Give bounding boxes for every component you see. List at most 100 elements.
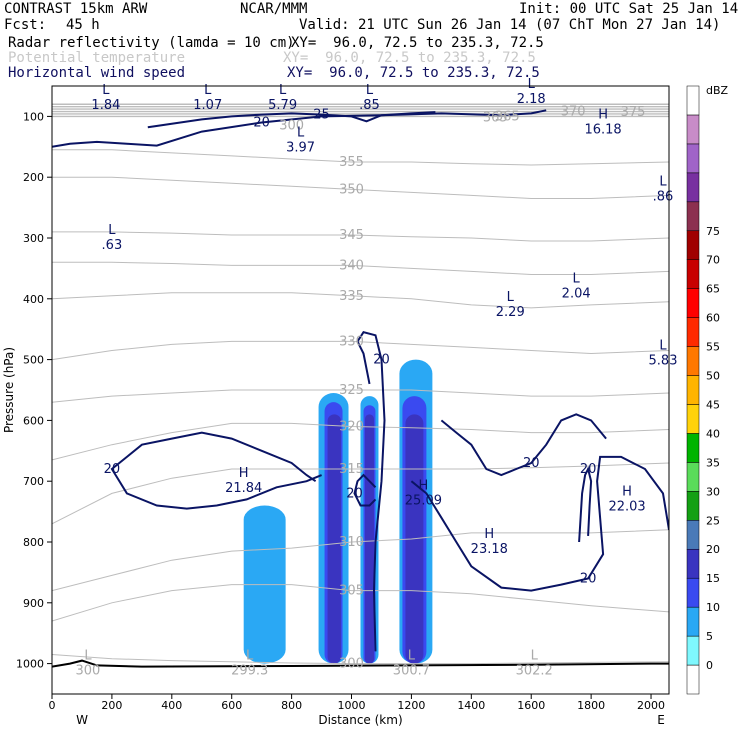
plot-frame	[51, 85, 670, 695]
reflectivity-cell	[364, 414, 374, 664]
surface-line	[52, 659, 669, 668]
theta-contour	[52, 231, 669, 242]
extremum-value: 300.7	[393, 664, 430, 679]
fcst-label: Fcst:	[4, 17, 47, 33]
x-end-label-west: W	[76, 713, 88, 727]
colorbar-tick-label: 25	[706, 514, 720, 527]
colorbar-tick-label: 35	[706, 456, 720, 469]
extremum-marker: L	[84, 649, 92, 664]
y-axis-label: Pressure (hPa)	[2, 347, 16, 433]
theta-contour-label: 320	[339, 419, 364, 434]
extremum-marker: L	[408, 649, 416, 664]
wind-contour	[410, 455, 669, 592]
theta-contour-label: 335	[339, 289, 364, 304]
y-tick-label: 800	[23, 536, 44, 549]
extremum-marker: H	[239, 466, 249, 481]
valid-time: Valid: 21 UTC Sun 26 Jan 14 (07 ChT Mon …	[299, 17, 721, 33]
theta-contour	[52, 584, 669, 622]
extremum-value: 5.79	[268, 98, 297, 113]
y-tick-label: 200	[23, 171, 44, 184]
x-tick-label: 0	[49, 699, 56, 712]
colorbar-segment	[686, 375, 700, 405]
field-theta-name: Potential temperature	[8, 50, 186, 66]
wind-contour-label: 20	[253, 115, 270, 130]
theta-top-label: 370	[561, 105, 586, 120]
extremum-value: 299.3	[231, 664, 268, 679]
colorbar-tick-label: 30	[706, 485, 720, 498]
wind-contour	[356, 331, 386, 652]
wind-contour-label: 20	[346, 486, 363, 501]
colorbar-segment	[686, 317, 700, 347]
colorbar-tick-label: 5	[706, 630, 713, 643]
wind-contour	[52, 109, 547, 148]
fcst-value: 45 h	[66, 17, 100, 33]
extremum-value: 16.18	[584, 122, 621, 137]
y-tick-label: 400	[23, 293, 44, 306]
colorbar-segment	[686, 664, 700, 695]
field-wind-xy: XY= 96.0, 72.5 to 235.3, 72.5	[287, 65, 540, 81]
colorbar-segment	[686, 172, 700, 203]
colorbar-segment	[686, 433, 700, 463]
theta-contour-label: 305	[339, 584, 364, 599]
center-name: NCAR/MMM	[240, 1, 308, 17]
extremum-marker: H	[598, 107, 608, 122]
field-reflectivity-name: Radar reflectivity (lamda = 10 cm)	[8, 35, 295, 51]
theta-contour-label: 310	[339, 535, 364, 550]
extremum-value: 25.09	[405, 493, 442, 508]
y-tick-label: 700	[23, 475, 44, 488]
wind-contour-label: 20	[580, 571, 597, 586]
theta-contour	[52, 261, 669, 275]
x-tick-label: 2000	[637, 699, 665, 712]
wind-contour-label: 20	[104, 462, 121, 477]
colorbar-segment	[686, 606, 700, 637]
colorbar-segment	[686, 548, 700, 579]
wind-contour-label: 20	[523, 456, 540, 471]
y-tick-label: 1000	[16, 658, 44, 671]
wind-contour-label: 20	[373, 353, 390, 368]
colorbar-tick-label: 20	[706, 543, 720, 556]
theta-contour-label: 355	[339, 155, 364, 170]
colorbar-tick-label: 0	[706, 659, 713, 672]
colorbar-tick-label: 65	[706, 283, 720, 296]
colorbar-segment	[686, 201, 700, 232]
theta-contour	[52, 529, 669, 592]
theta-contour	[52, 149, 669, 166]
wind-contour-label: 20	[580, 462, 597, 477]
extremum-value: 302.2	[516, 664, 553, 679]
x-tick-label: 1200	[397, 699, 425, 712]
reflectivity-cell	[327, 414, 342, 664]
x-axis-label: Distance (km)	[318, 713, 402, 727]
reflectivity-layer	[243, 359, 433, 664]
theta-contour	[52, 176, 669, 199]
extremum-marker: L	[279, 83, 287, 98]
x-tick-label: 800	[281, 699, 302, 712]
colorbar-segment	[686, 288, 700, 318]
colorbar-tick-label: 50	[706, 370, 720, 383]
contour-labels: 300 305 310 315 320 325 330 335 340 345 350 355 300 3…	[76, 77, 678, 679]
extremum-value: .85	[359, 98, 380, 113]
theta-contour-label: 340	[339, 258, 364, 273]
theta-top-label: 365	[495, 109, 520, 124]
x-tick-label: 1000	[338, 699, 366, 712]
wind-contour	[440, 413, 607, 477]
theta-contour-label: 300	[339, 657, 364, 672]
colorbar-tick-label: 60	[706, 312, 720, 325]
colorbar-tick-label: 40	[706, 427, 720, 440]
colorbar-tick-label: 75	[706, 225, 720, 238]
extremum-marker: H	[622, 484, 632, 499]
y-tick-label: 900	[23, 597, 44, 610]
extremum-value: 300	[76, 664, 101, 679]
extremum-marker: L	[659, 174, 667, 189]
extremum-marker: L	[246, 649, 254, 664]
init-time: Init: 00 UTC Sat 25 Jan 14	[519, 1, 739, 17]
x-tick-label: 1600	[517, 699, 545, 712]
extremum-value: .63	[102, 238, 123, 253]
x-tick-label: 1400	[457, 699, 485, 712]
x-tick-label: 600	[221, 699, 242, 712]
extremum-marker: H	[484, 527, 494, 542]
extremum-marker: L	[659, 339, 667, 354]
wind-contour	[353, 473, 377, 507]
colorbar-tick-label: 45	[706, 398, 720, 411]
extremum-marker: L	[573, 272, 581, 287]
